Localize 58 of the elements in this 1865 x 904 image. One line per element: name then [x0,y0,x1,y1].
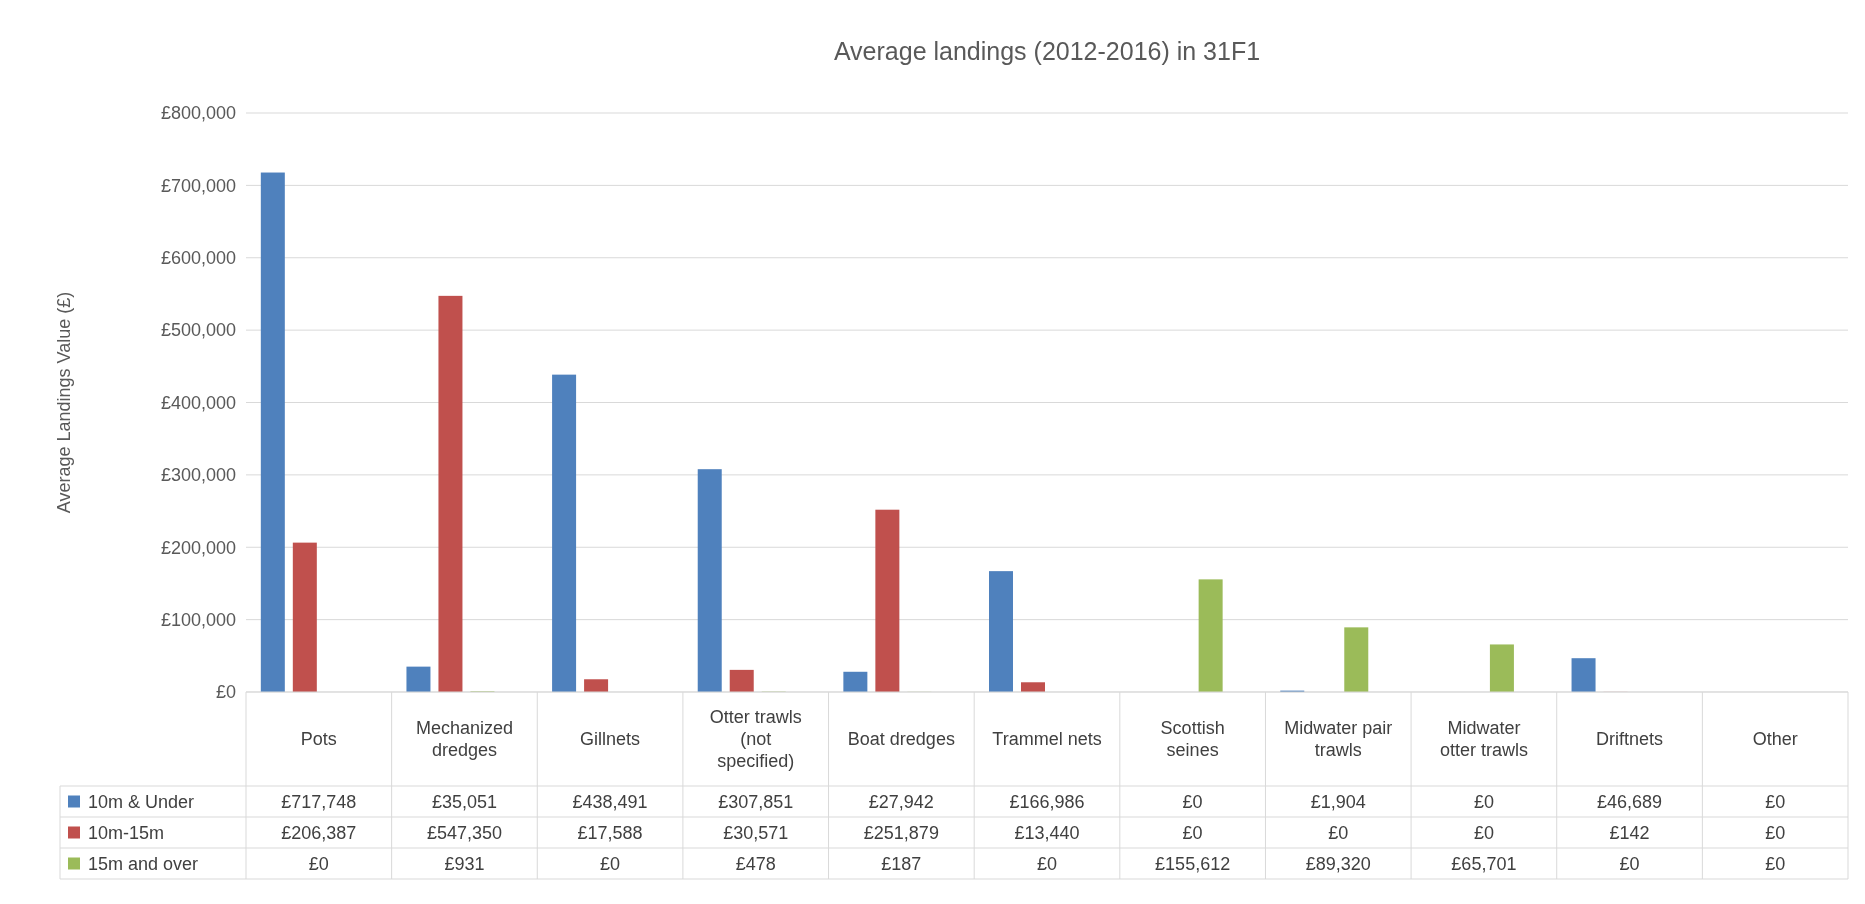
data-label: £65,701 [1451,853,1517,874]
x-tick-label: Otter trawls (not specified) [709,707,802,772]
data-label: £46,689 [1597,791,1663,812]
data-label: £27,942 [868,791,934,812]
x-tick-label: Pots [300,729,337,750]
data-label: £0 [600,853,621,874]
y-tick-label: £400,000 [160,392,236,413]
data-label: £1,904 [1310,791,1366,812]
data-label: £166,986 [1009,791,1085,812]
data-label: £0 [1473,822,1494,843]
y-tick-label: £200,000 [160,537,236,558]
data-label: £251,879 [863,822,939,843]
data-label: £0 [1328,822,1349,843]
data-label: £0 [1473,791,1494,812]
data-label: £0 [308,853,329,874]
y-tick-label: £100,000 [160,609,236,630]
data-label: £17,588 [577,822,643,843]
x-tick-label: Boat dredges [847,729,955,750]
x-tick-label: Gillnets [580,729,641,750]
x-tick-label: Driftnets [1596,729,1664,750]
data-label: £0 [1036,853,1058,874]
data-label: £0 [1765,853,1786,874]
data-label: £142 [1609,822,1650,843]
data-label: £155,612 [1155,853,1231,874]
legend-label: 10m-15m [88,822,165,843]
data-label: £307,851 [718,791,794,812]
y-tick-label: £500,000 [160,320,236,341]
chart-title: Average landings (2012-2016) in 31F1 [833,37,1261,65]
data-label: £438,491 [572,791,648,812]
legend-label: 10m & Under [88,791,195,812]
y-axis-title: Average Landings Value (£) [54,291,74,514]
x-tick-label: Mechanized dredges [415,718,513,761]
y-tick-label: £0 [215,682,236,703]
data-label: £13,440 [1014,822,1080,843]
data-label: £206,387 [281,822,357,843]
data-label: £0 [1182,822,1203,843]
y-tick-label: £600,000 [160,248,236,269]
data-label: £717,748 [281,791,357,812]
data-label: £547,350 [426,822,502,843]
x-tick-label: Trammel nets [992,729,1102,750]
data-label: £35,051 [431,791,497,812]
data-label: £0 [1182,791,1203,812]
data-label: £478 [735,853,776,874]
data-label: £0 [1765,791,1786,812]
y-tick-label: £300,000 [160,465,236,486]
data-label: £0 [1765,822,1786,843]
x-tick-label: Scottish seines [1160,718,1225,761]
data-label: £931 [444,853,485,874]
x-tick-label: Midwater pair trawls [1284,718,1393,761]
y-tick-label: £800,000 [160,103,236,124]
x-tick-label: Other [1752,729,1798,750]
data-label: £89,320 [1305,853,1371,874]
data-label: £187 [881,853,922,874]
legend-label: 15m and over [88,853,199,874]
y-tick-label: £700,000 [160,175,236,196]
data-label: £30,571 [723,822,789,843]
data-label: £0 [1619,853,1640,874]
x-tick-label: Midwater otter trawls [1439,718,1528,761]
